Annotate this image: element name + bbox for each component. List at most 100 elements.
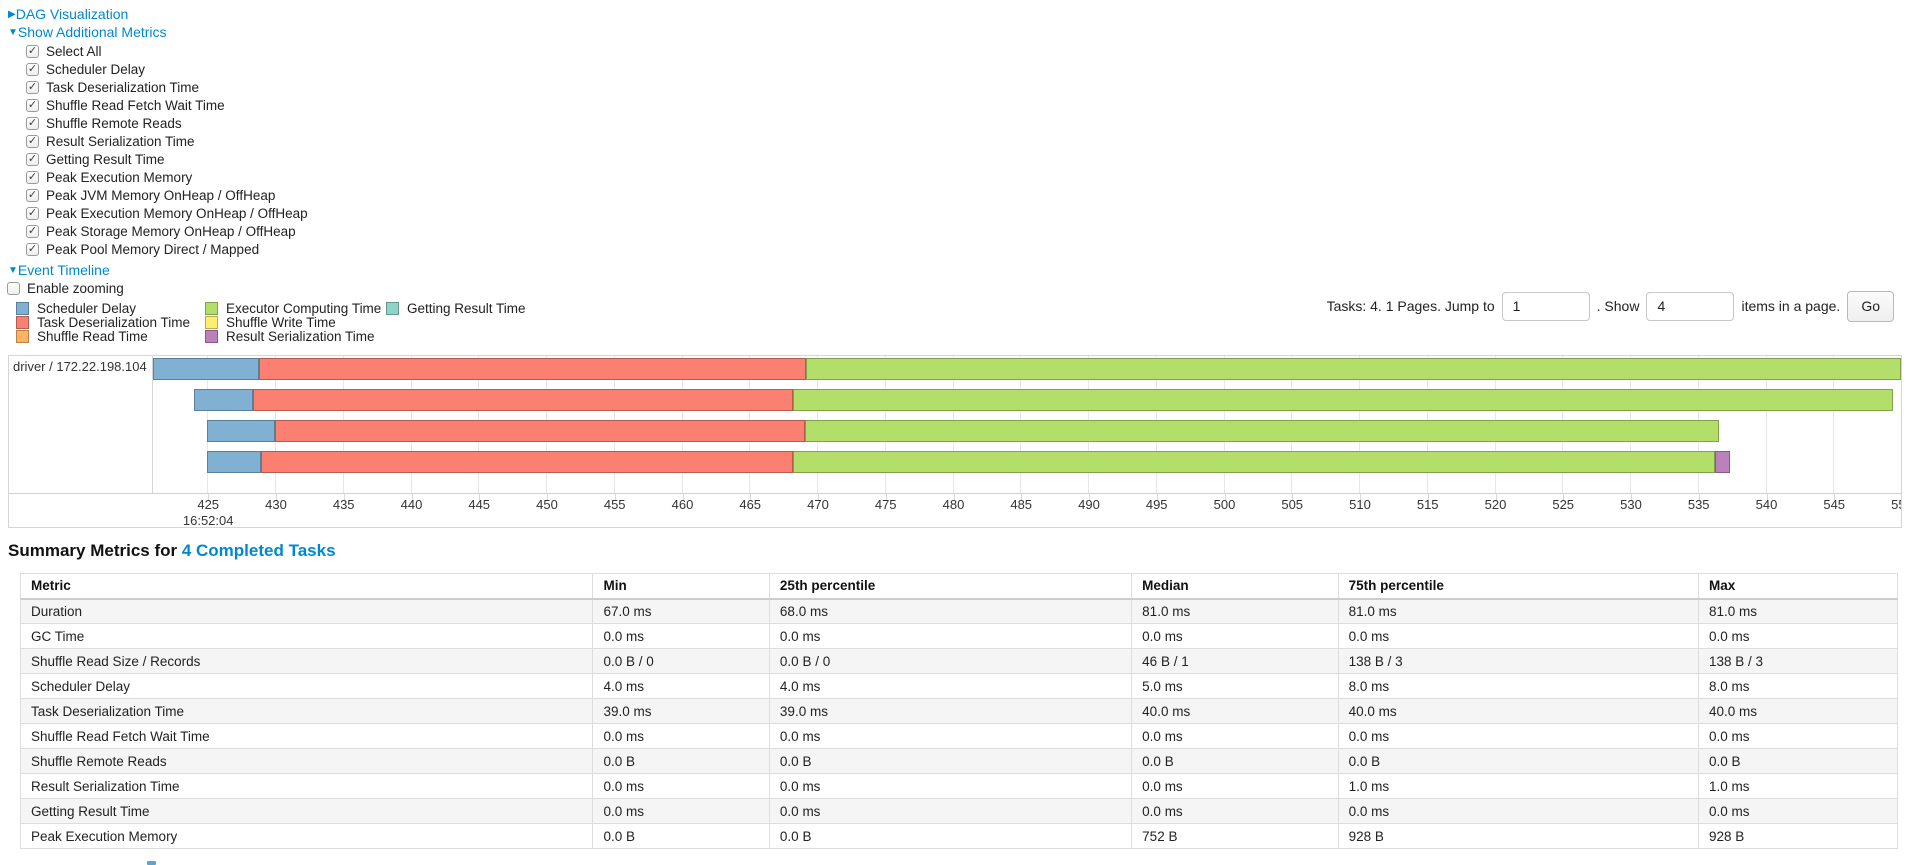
axis-tick-label: 480 xyxy=(942,497,965,512)
checkbox[interactable]: ✓ xyxy=(26,242,39,256)
metric-value-cell: 0.0 ms xyxy=(1337,723,1700,749)
axis-tick xyxy=(953,494,955,500)
checkbox-label: Peak Pool Memory Direct / Mapped xyxy=(46,241,260,257)
clipped-content-below xyxy=(147,861,156,865)
summary-metrics-title: Summary Metrics for 4 Completed Tasks xyxy=(8,541,336,561)
go-button[interactable]: Go xyxy=(1847,290,1894,322)
timeline-segment-scheduler-delay[interactable] xyxy=(207,451,262,473)
legend-swatch xyxy=(205,301,218,315)
pagination-middle-text: . Show xyxy=(1596,298,1640,314)
table-row: Getting Result Time 0.0 ms 0.0 ms 0.0 ms 0.0… xyxy=(19,798,1898,824)
timeline-segment-scheduler-delay[interactable] xyxy=(193,389,254,411)
executor-label-column: driver / 172.22.198.104 xyxy=(9,356,153,493)
checkbox[interactable]: ✓ xyxy=(26,62,39,76)
timeline-segment-result-serialization[interactable] xyxy=(1715,451,1731,473)
axis-tick-label: 425 xyxy=(197,497,220,512)
axis-tick-label: 475 xyxy=(874,497,897,512)
axis-tick xyxy=(1563,494,1565,500)
axis-time-label: 16:52:04 xyxy=(182,513,234,528)
checkbox[interactable]: ✓ xyxy=(26,80,39,94)
legend-label: Scheduler Delay xyxy=(37,300,137,316)
axis-tick-label: 500 xyxy=(1213,497,1236,512)
timeline-segment-task-deserialization[interactable] xyxy=(253,389,793,411)
checkbox[interactable]: ✓ xyxy=(26,206,39,220)
timeline-segment-task-deserialization[interactable] xyxy=(258,358,807,380)
task-timeline-bar[interactable] xyxy=(153,451,1901,473)
metric-value-cell: 81.0 ms xyxy=(1131,598,1339,624)
metric-value-cell: 0.0 B xyxy=(592,823,770,849)
metric-value-cell: 0.0 ms xyxy=(768,623,1133,649)
jump-to-page-input[interactable] xyxy=(1501,291,1590,321)
checkbox[interactable]: ✓ xyxy=(26,152,39,166)
pagination-suffix-text: items in a page. xyxy=(1741,298,1841,314)
axis-tick xyxy=(1834,494,1836,500)
checkbox[interactable]: ✓ xyxy=(26,188,39,202)
axis-tick-label: 490 xyxy=(1078,497,1100,512)
metric-value-cell: 4.0 ms xyxy=(592,673,770,699)
checkbox[interactable]: ✓ xyxy=(26,116,39,130)
metric-value-cell: 5.0 ms xyxy=(1131,673,1339,699)
timeline-segment-executor-computing[interactable] xyxy=(806,358,1901,380)
timeline-segment-task-deserialization[interactable] xyxy=(275,420,805,442)
task-timeline-bar[interactable] xyxy=(153,420,1901,442)
completed-tasks-link[interactable]: 4 Completed Tasks xyxy=(181,541,336,560)
event-timeline-toggle[interactable]: ▼ Event Timeline xyxy=(8,262,110,278)
collapsed-arrow-icon: ▶ xyxy=(8,8,16,20)
checkbox[interactable]: ✓ xyxy=(26,98,39,112)
axis-tick-label: 520 xyxy=(1484,497,1507,512)
metric-name-cell: Shuffle Read Size / Records xyxy=(19,648,594,674)
checkbox[interactable]: ✓ xyxy=(26,44,39,58)
legend-swatch xyxy=(16,315,29,329)
timeline-segment-executor-computing[interactable] xyxy=(804,420,1720,442)
metric-value-cell: 928 B xyxy=(1698,823,1898,849)
checkbox[interactable]: ✓ xyxy=(26,224,39,238)
checkbox[interactable]: ✓ xyxy=(26,170,39,184)
checkbox[interactable]: ✓ xyxy=(26,134,39,148)
event-timeline-chart: driver / 172.22.198.104 425 16:52:04 430 43… xyxy=(8,355,1902,528)
show-additional-metrics-link[interactable]: Show Additional Metrics xyxy=(17,24,167,40)
metric-value-cell: 0.0 B xyxy=(1131,748,1339,774)
checkbox-label: Peak Storage Memory OnHeap / OffHeap xyxy=(46,223,296,239)
metric-value-cell: 0.0 ms xyxy=(1698,798,1898,824)
legend-item: Task Deserialization Time xyxy=(16,315,190,330)
table-header-row: Metric Min 25th percentile Median 75th perce… xyxy=(19,573,1898,600)
table-column-header: Max xyxy=(1698,573,1898,600)
enable-zooming-checkbox[interactable] xyxy=(7,282,20,295)
task-timeline-bar[interactable] xyxy=(153,358,1901,380)
timeline-segment-scheduler-delay[interactable] xyxy=(153,358,259,380)
axis-tick xyxy=(208,494,210,500)
metric-checkbox-row: ✓ Result Serialization Time xyxy=(26,132,308,150)
metric-value-cell: 0.0 ms xyxy=(1131,773,1339,799)
task-timeline-bar[interactable] xyxy=(153,389,1901,411)
metric-value-cell: 46 B / 1 xyxy=(1131,648,1339,674)
metric-value-cell: 40.0 ms xyxy=(1337,698,1700,724)
items-per-page-input[interactable] xyxy=(1646,291,1735,321)
axis-tick xyxy=(276,494,277,500)
axis-tick-label: 540 xyxy=(1755,497,1778,512)
metric-value-cell: 0.0 ms xyxy=(592,773,770,799)
axis-tick xyxy=(343,494,345,500)
timeline-time-axis: 425 16:52:04 430 435 440 445 450 455 460 465 470 47… xyxy=(9,493,1901,528)
table-row: Shuffle Read Fetch Wait Time 0.0 ms 0.0 ms… xyxy=(19,723,1898,749)
axis-tick xyxy=(1495,494,1497,500)
axis-tick-label: 485 xyxy=(1010,497,1033,512)
checkbox-label: Task Deserialization Time xyxy=(46,79,200,95)
metric-value-cell: 81.0 ms xyxy=(1698,598,1898,624)
event-timeline-link[interactable]: Event Timeline xyxy=(17,262,110,278)
timeline-segment-executor-computing[interactable] xyxy=(792,389,1893,411)
table-row: Task Deserialization Time 39.0 ms 39.0 ms 4… xyxy=(19,698,1898,724)
dag-visualization-link[interactable]: DAG Visualization xyxy=(15,6,129,22)
dag-visualization-toggle[interactable]: ▶ DAG Visualization xyxy=(8,6,128,22)
timeline-segment-scheduler-delay[interactable] xyxy=(207,420,275,442)
timeline-segment-task-deserialization[interactable] xyxy=(261,451,793,473)
legend-label: Shuffle Read Time xyxy=(37,328,148,344)
metric-value-cell: 8.0 ms xyxy=(1337,673,1700,699)
timeline-segment-executor-computing[interactable] xyxy=(792,451,1716,473)
legend-swatch xyxy=(16,329,29,343)
metric-value-cell: 40.0 ms xyxy=(1698,698,1898,724)
metric-checkbox-row: ✓ Shuffle Read Fetch Wait Time xyxy=(26,96,308,114)
axis-tick-label: 535 xyxy=(1687,497,1710,512)
metric-checkbox-row: ✓ Scheduler Delay xyxy=(26,60,308,78)
show-additional-metrics-toggle[interactable]: ▼ Show Additional Metrics xyxy=(8,24,167,40)
gridline xyxy=(1833,356,1835,493)
